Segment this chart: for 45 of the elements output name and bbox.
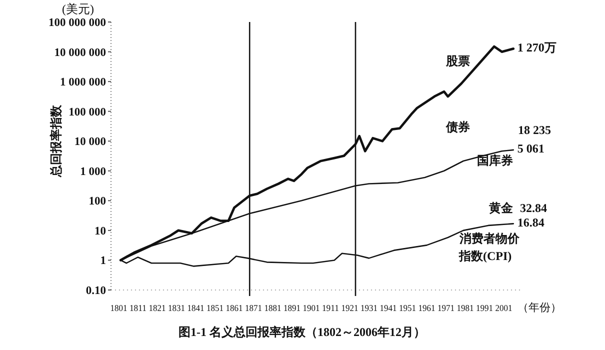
annotation: 16.84 [517,215,544,230]
title: 图1-1 名义总回报率指数（1802～2006年12月） [178,325,426,339]
x-tick: 1811 [129,303,148,313]
y-tick: 1 000 [80,166,106,178]
annotation: 消费者物价 [460,232,520,246]
x-tick: 1861 [226,303,244,313]
y-tick: 100 000 [68,106,106,118]
x-tick: 1931 [360,303,378,313]
annotation: 32.84 [520,200,547,215]
x-tick: 1841 [187,303,206,313]
annotation: (美元) [62,2,94,16]
annotation: 指数(CPI) [459,248,512,263]
x-tick: 1971 [438,303,456,313]
y-tick: 100 000 000 [48,17,106,29]
x-tick: 1981 [456,303,475,313]
y-tick: 10 [94,225,106,238]
y-tick: 1 000 000 [60,76,106,89]
y-tick: 0.10 [86,285,106,297]
annotation: 18 235 [518,122,551,137]
x-tick: 1991 [476,303,494,313]
x-tick: 1941 [380,303,398,313]
x-tick: 1881 [264,303,282,313]
y-tick: 10 000 [74,136,106,148]
x-tick: 1851 [206,303,224,313]
x-tick: 1911 [322,303,340,313]
x-tick: 1831 [168,303,186,313]
annotation: 5 061 [517,142,544,156]
annotation: 1 270万 [517,40,556,54]
x-tick: 1871 [244,303,263,313]
annotation: 债券 [446,120,470,134]
x-tick: 1821 [148,303,167,313]
x-tick: 1891 [283,303,302,313]
x-tick: 1901 [302,303,321,313]
y-tick: 1 [100,255,106,268]
annotation: 股票 [446,54,470,68]
xlabel: （年份） [518,302,562,314]
y-tick: 10 000 000 [54,46,106,59]
x-tick: 2001 [495,303,514,313]
x-tick: 1921 [341,303,360,313]
x-tick: 1801 [110,303,128,313]
annotation: 黄金 [489,200,513,215]
x-tick: 1951 [398,303,417,313]
ylabel: 总回报率指数 [49,105,63,177]
x-tick: 1961 [418,303,436,313]
y-tick: 100 [88,196,106,208]
